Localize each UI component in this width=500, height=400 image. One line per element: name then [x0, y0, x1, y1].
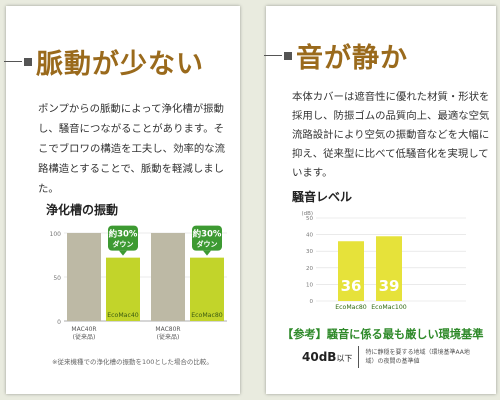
y-tick-label: 10	[306, 282, 313, 288]
noise-panel: 音が静か 本体カバーは遮音性に優れた材質・形状を採用し、防振ゴムの品質向上、最適…	[264, 6, 496, 394]
bar	[151, 233, 185, 321]
bar-category-label: MAC80R	[155, 326, 180, 333]
noise-heading: 音が静か	[264, 36, 408, 75]
bar-category-label: EcoMac100	[371, 304, 407, 311]
y-tick-label: 40	[306, 233, 313, 239]
bar-category-label: EcoMac80	[191, 312, 223, 319]
bar-category-label: (従来品)	[157, 333, 180, 341]
vibration-footnote: ※従来機種での浄化槽の振動を100とした場合の比較。	[52, 358, 213, 366]
noise-chart: (dB) 0 10 20 30 40 50 36 EcoMac80 39 EcoMac100	[301, 211, 466, 311]
standard-value-unit: 以下	[336, 354, 353, 363]
standard-value: 40dB以下	[302, 350, 352, 364]
bar-category-label: EcoMac80	[335, 304, 367, 311]
noise-description: 本体カバーは遮音性に優れた材質・形状を採用し、防振ゴムの品質向上、最適な空気流路…	[292, 91, 490, 179]
y-tick-label: 0	[57, 319, 61, 326]
standard-description: 特に静穏を要する地域（環境基準AA地域）の夜間の基準値	[365, 349, 470, 365]
bar	[67, 233, 101, 321]
badge-pointer	[119, 250, 127, 256]
y-tick-label: 0	[310, 299, 314, 305]
bar-category-label: (従来品)	[73, 333, 96, 341]
bar	[190, 257, 224, 321]
y-tick-label: 20	[306, 266, 313, 272]
noise-chart-title: 騒音レベル	[292, 190, 353, 204]
badge-percent: 約30%	[193, 229, 222, 240]
vibration-heading-text: 脈動が少ない	[36, 49, 204, 80]
badge-down: ダウン	[113, 240, 134, 249]
standard-title: 【参考】騒音に係る最も厳しい環境基準	[282, 328, 484, 341]
vibration-chart: 050100MAC40R(従来品)EcoMac40約30%ダウンMAC80R(従…	[50, 225, 227, 341]
vibration-heading: 脈動が少ない	[4, 42, 204, 81]
bar-value-label: 39	[379, 277, 400, 295]
heading-line	[264, 55, 282, 56]
heading-square-icon	[24, 57, 32, 66]
bar-category-label: MAC40R	[71, 326, 96, 333]
heading-square-icon	[284, 51, 292, 60]
vibration-description: ポンプからの脈動によって浄化槽が振動し、騒音につながることがあります。そこでブロ…	[38, 103, 226, 195]
bar-value-label: 36	[341, 277, 362, 295]
reduction-badge	[108, 225, 138, 251]
bar	[376, 236, 402, 301]
y-unit-label: (dB)	[301, 211, 313, 217]
bar	[106, 257, 140, 321]
standard-divider	[358, 346, 360, 368]
bar-category-label: EcoMac40	[107, 312, 139, 319]
vibration-chart-title: 浄化槽の振動	[46, 203, 119, 217]
heading-line	[4, 61, 22, 62]
noise-heading-text: 音が静か	[296, 43, 408, 74]
y-tick-label: 100	[50, 231, 62, 238]
y-tick-label: 50	[53, 275, 61, 282]
standard-row: 40dB以下 特に静穏を要する地域（環境基準AA地域）の夜間の基準値	[302, 346, 475, 368]
badge-percent: 約30%	[109, 229, 138, 240]
badge-pointer	[203, 250, 211, 256]
y-tick-label: 50	[306, 216, 313, 222]
reduction-badge	[192, 225, 222, 251]
bar	[338, 241, 364, 301]
vibration-panel: 脈動が少ない ポンプからの脈動によって浄化槽が振動し、騒音につながることがありま…	[4, 6, 240, 394]
badge-down: ダウン	[197, 240, 218, 249]
y-tick-label: 30	[306, 249, 313, 255]
standard-value-number: 40dB	[302, 350, 337, 364]
